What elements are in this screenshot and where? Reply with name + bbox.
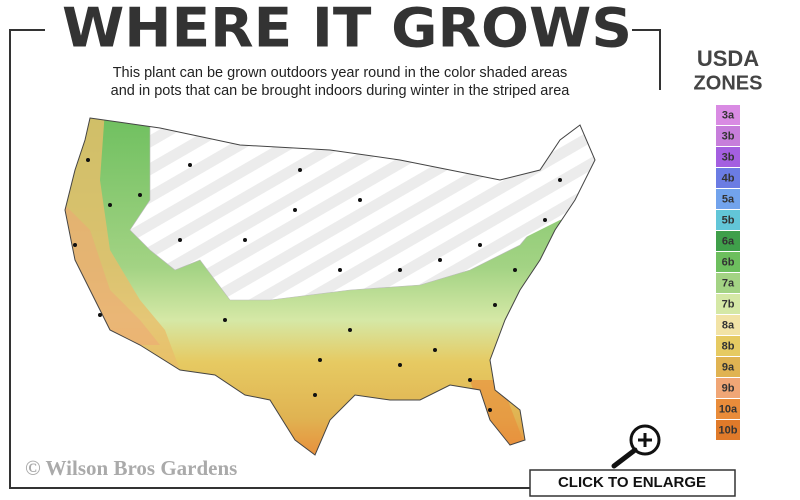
- title: WHERE IT GROWS: [62, 0, 632, 60]
- zone-swatch: [716, 357, 740, 377]
- zone-swatch: [716, 315, 740, 335]
- city-dots: [73, 158, 562, 412]
- zone-swatch: [716, 231, 740, 251]
- zone-label: 6b: [722, 256, 735, 268]
- zone-swatch: [716, 294, 740, 314]
- zone-swatch: [716, 399, 740, 419]
- legend-title: USDA: [697, 46, 759, 71]
- zone-label: 9b: [722, 382, 735, 394]
- zone-swatch: [716, 168, 740, 188]
- zone-label: 10a: [719, 403, 738, 415]
- button-label[interactable]: CLICK TO ENLARGE: [558, 474, 706, 491]
- subtitle: and in pots that can be brought indoors …: [111, 83, 571, 99]
- zone-label: 8a: [722, 319, 735, 331]
- zone-swatch: [716, 189, 740, 209]
- zone-label: 10b: [719, 424, 738, 436]
- zone-swatch: [716, 147, 740, 167]
- zone-swatch: [716, 336, 740, 356]
- zone-label: 3b: [722, 130, 735, 142]
- zone-swatch: [716, 273, 740, 293]
- zone-swatch: [716, 105, 740, 125]
- magnifier-icon[interactable]: [611, 424, 661, 469]
- zone-swatch: [716, 252, 740, 272]
- legend: 3a 3b 3b 4b 5a 5b 6a 6b 7a 7b 8a 8b 9a 9b 10a 10b: [716, 105, 740, 440]
- zone-label: 7b: [722, 298, 735, 310]
- zone-swatch: [716, 210, 740, 230]
- zone-swatch: [716, 126, 740, 146]
- watermark: © Wilson Bros Gardens: [25, 456, 237, 480]
- zone-label: 7a: [722, 277, 735, 289]
- zone-label: 3a: [722, 109, 735, 121]
- zone-label: 5b: [722, 214, 735, 226]
- subtitle: This plant can be grown outdoors year ro…: [113, 65, 568, 81]
- legend-title: ZONES: [694, 72, 763, 94]
- zone-label: 8b: [722, 340, 735, 352]
- zone-label: 4b: [722, 172, 735, 184]
- frame: [9, 29, 661, 489]
- zone-swatch: [716, 420, 740, 440]
- enlarge-button[interactable]: CLICK TO ENLARGE: [529, 469, 736, 497]
- zone-swatch: [716, 378, 740, 398]
- zone-label: 6a: [722, 235, 735, 247]
- zone-label: 3b: [722, 151, 735, 163]
- map: [65, 118, 595, 455]
- zone-label: 9a: [722, 361, 735, 373]
- zone-label: 5a: [722, 193, 735, 205]
